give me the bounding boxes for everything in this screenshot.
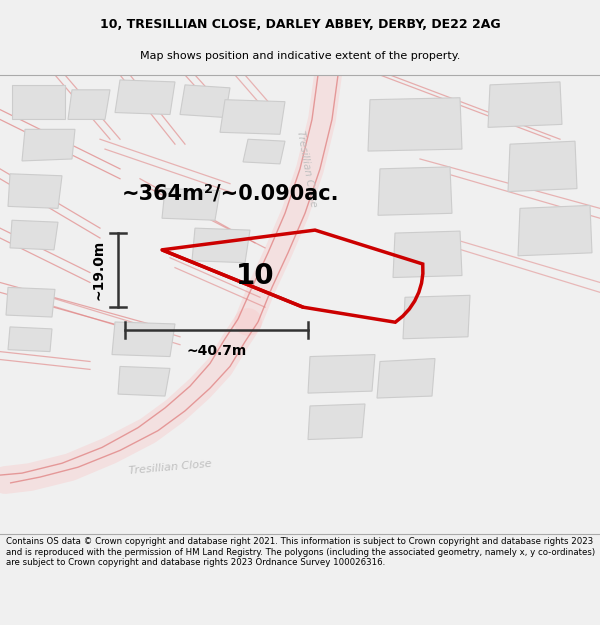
Text: Tresillian Close: Tresillian Close xyxy=(128,459,212,476)
Polygon shape xyxy=(403,295,470,339)
Polygon shape xyxy=(10,220,58,250)
Text: 10, TRESILLIAN CLOSE, DARLEY ABBEY, DERBY, DE22 2AG: 10, TRESILLIAN CLOSE, DARLEY ABBEY, DERB… xyxy=(100,18,500,31)
Text: Map shows position and indicative extent of the property.: Map shows position and indicative extent… xyxy=(140,51,460,61)
Polygon shape xyxy=(6,288,55,317)
Polygon shape xyxy=(368,98,462,151)
Text: ~40.7m: ~40.7m xyxy=(187,344,247,357)
Text: ~19.0m: ~19.0m xyxy=(92,240,106,300)
Polygon shape xyxy=(518,206,592,256)
Text: Contains OS data © Crown copyright and database right 2021. This information is : Contains OS data © Crown copyright and d… xyxy=(6,538,595,568)
Polygon shape xyxy=(508,141,577,192)
Polygon shape xyxy=(180,85,230,118)
Polygon shape xyxy=(308,404,365,439)
Polygon shape xyxy=(8,327,52,352)
Polygon shape xyxy=(112,322,175,356)
Text: ~364m²/~0.090ac.: ~364m²/~0.090ac. xyxy=(121,184,339,204)
Polygon shape xyxy=(308,354,375,393)
Polygon shape xyxy=(12,85,65,119)
Text: Tresillian Close: Tresillian Close xyxy=(295,130,319,208)
Polygon shape xyxy=(118,366,170,396)
Polygon shape xyxy=(115,80,175,114)
Polygon shape xyxy=(393,231,462,278)
Polygon shape xyxy=(192,228,250,262)
Polygon shape xyxy=(8,174,62,208)
Polygon shape xyxy=(377,359,435,398)
Polygon shape xyxy=(162,189,220,220)
Text: 10: 10 xyxy=(236,261,274,289)
Polygon shape xyxy=(243,139,285,164)
Polygon shape xyxy=(68,90,110,119)
Polygon shape xyxy=(220,100,285,134)
Polygon shape xyxy=(488,82,562,127)
Polygon shape xyxy=(22,129,75,161)
Polygon shape xyxy=(378,167,452,215)
